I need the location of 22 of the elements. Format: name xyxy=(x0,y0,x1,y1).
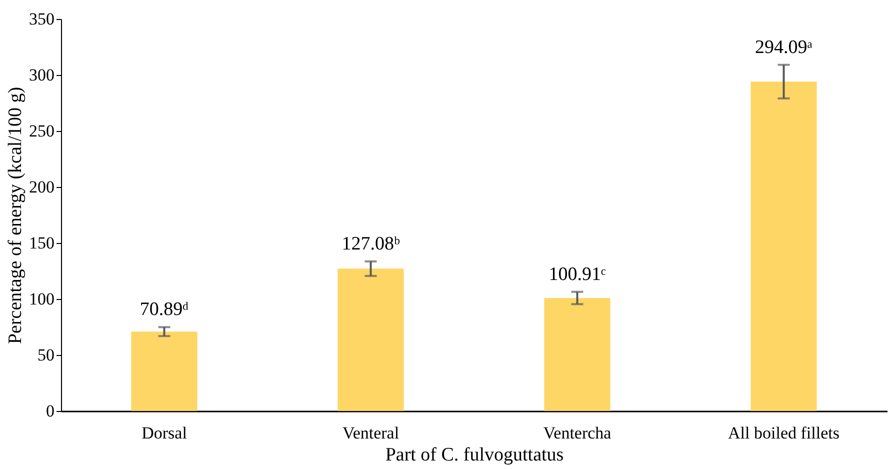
y-tick-label: 0 xyxy=(46,402,54,420)
data-label: 70.89ᵈ xyxy=(140,299,189,320)
x-tick-label: Venteral xyxy=(342,424,400,442)
x-axis-title: Part of C. fulvoguttatus xyxy=(385,444,564,466)
y-tick-label: 100 xyxy=(29,290,54,308)
data-label: 294.09ᵃ xyxy=(755,36,812,58)
data-label: 100.91ᶜ xyxy=(548,264,606,285)
y-tick-label: 300 xyxy=(29,66,54,84)
bar xyxy=(750,82,817,411)
y-tick-label: 150 xyxy=(29,234,54,252)
y-tick-label: 350 xyxy=(29,10,54,28)
bar xyxy=(131,332,198,411)
data-label: 127.08ᵇ xyxy=(342,233,400,254)
bar xyxy=(338,268,404,411)
bar xyxy=(544,298,610,411)
x-tick-label: Dorsal xyxy=(142,424,188,442)
y-tick-label: 250 xyxy=(29,122,54,140)
y-tick-label: 50 xyxy=(38,346,54,364)
x-tick-label: All boiled fillets xyxy=(728,424,840,442)
y-tick-label: 200 xyxy=(29,178,54,196)
y-axis-title: Percentage of energy (kcal/100 g) xyxy=(5,86,26,344)
x-tick-label: Ventercha xyxy=(543,424,612,442)
